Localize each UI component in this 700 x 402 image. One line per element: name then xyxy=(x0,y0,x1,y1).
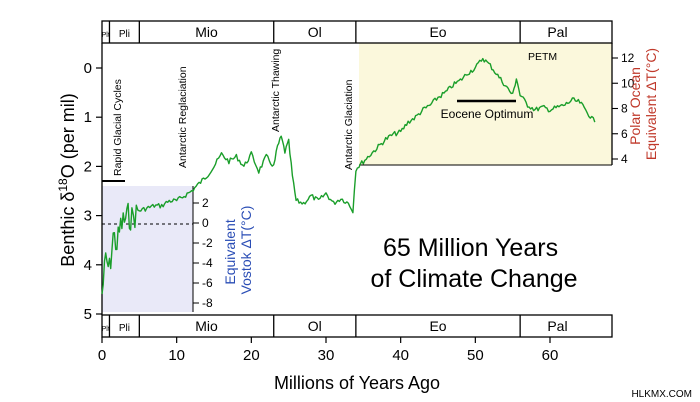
epoch-label-plt: Plt xyxy=(102,326,110,333)
annotations: Rapid Glacial Cycles Antarctic Reglaciat… xyxy=(102,49,557,182)
eocene-shade xyxy=(359,43,612,165)
inset-tick-label: 2 xyxy=(202,196,209,210)
epoch-labels-top: Plt Pli Mio Ol Eo Pal xyxy=(102,24,568,40)
chart-title-line-2: of Climate Change xyxy=(370,265,577,293)
epoch-bar-bottom: Plt Pli Mio Ol Eo Pal xyxy=(101,314,613,338)
watermark: HLKMX.COM xyxy=(631,389,692,400)
x-tick-label: 10 xyxy=(168,347,185,364)
x-axis-label: Millions of Years Ago xyxy=(274,373,440,393)
epoch-dividers-bottom xyxy=(108,315,521,337)
epoch-label-pli: Pli xyxy=(119,29,130,40)
epoch-label-pal: Pal xyxy=(547,24,567,40)
annotation-eocene-optimum: Eocene Optimum xyxy=(441,107,534,121)
epoch-label-mio: Mio xyxy=(195,318,218,334)
inset-tick-label: -8 xyxy=(202,296,213,310)
right-tick-label: 8 xyxy=(621,102,628,116)
x-axis-ticks: 0 10 20 30 40 50 60 xyxy=(98,337,559,364)
right-axis-ticks: 4 6 8 10 12 xyxy=(612,51,635,166)
inset-tick-label: -2 xyxy=(202,236,213,250)
y-tick-label: 1 xyxy=(84,109,92,126)
epoch-dividers-top xyxy=(108,21,521,43)
x-tick-label: 20 xyxy=(243,347,260,364)
y-tick-label: 5 xyxy=(84,306,92,323)
benthic-d18o-series xyxy=(101,57,596,295)
y-tick-label: 0 xyxy=(84,60,92,77)
epoch-label-pal: Pal xyxy=(547,318,567,334)
y-tick-label: 4 xyxy=(84,257,92,274)
x-tick-label: 0 xyxy=(98,347,106,364)
annotation-antarctic-thawing: Antarctic Thawing xyxy=(270,49,282,132)
epoch-label-mio: Mio xyxy=(195,24,218,40)
inset-axis-label-line-1: Equivalent xyxy=(222,219,238,284)
epoch-label-ol: Ol xyxy=(308,318,322,334)
inset-axis-ticks: 2 0 -2 -4 -6 -8 xyxy=(193,196,213,310)
inset-tick-label: -4 xyxy=(202,256,213,270)
annotation-petm: PETM xyxy=(528,51,557,63)
inset-axis-label: Equivalent Vostok ΔT(°C) xyxy=(222,206,254,295)
y-tick-label: 3 xyxy=(84,208,92,225)
x-tick-label: 60 xyxy=(542,347,559,364)
inset-axis-label-line-2: Vostok ΔT(°C) xyxy=(238,206,254,295)
annotation-antarctic-thawing-text: Antarctic Thawing xyxy=(270,49,282,132)
annotation-antarctic-reglaciation: Antarctic Reglaciation xyxy=(177,66,189,168)
epoch-label-pli: Pli xyxy=(119,323,130,334)
x-tick-label: 40 xyxy=(392,347,409,364)
right-tick-label: 4 xyxy=(621,152,628,166)
epoch-label-eo: Eo xyxy=(429,318,446,334)
annotation-rapid-glacial-cycles: Rapid Glacial Cycles xyxy=(112,79,124,176)
right-axis-label-line-1: Polar Ocean xyxy=(627,67,643,145)
y-tick-label: 2 xyxy=(84,158,92,175)
annotation-antarctic-glaciation: Antarctic Glaciation xyxy=(343,79,355,170)
x-tick-label: 50 xyxy=(467,347,484,364)
right-axis-label-line-2: Equivalent ΔT(°C) xyxy=(643,48,659,160)
y-axis-label: Benthic δ18O (per mil) xyxy=(56,93,78,266)
epoch-label-ol: Ol xyxy=(308,24,322,40)
epoch-label-eo: Eo xyxy=(429,24,446,40)
inset-tick-label: 0 xyxy=(202,216,209,230)
right-tick-label: 12 xyxy=(621,51,635,65)
left-axis-ticks: 0 1 2 3 4 5 xyxy=(84,60,102,323)
right-tick-label: 6 xyxy=(621,127,628,141)
right-tick-label: 10 xyxy=(621,76,635,90)
epoch-labels-bottom: Plt Pli Mio Ol Eo Pal xyxy=(102,318,568,334)
epoch-label-plt: Plt xyxy=(102,32,110,39)
epoch-bar-top: Plt Pli Mio Ol Eo Pal xyxy=(101,20,613,44)
x-tick-label: 30 xyxy=(318,347,335,364)
chart-title: 65 Million Years of Climate Change xyxy=(370,234,577,293)
inset-tick-label: -6 xyxy=(202,276,213,290)
annotation-antarctic-reglaciation-text: Antarctic Reglaciation xyxy=(177,66,189,168)
right-axis-label: Polar Ocean Equivalent ΔT(°C) xyxy=(627,48,659,160)
chart-title-line-1: 65 Million Years xyxy=(383,234,558,262)
